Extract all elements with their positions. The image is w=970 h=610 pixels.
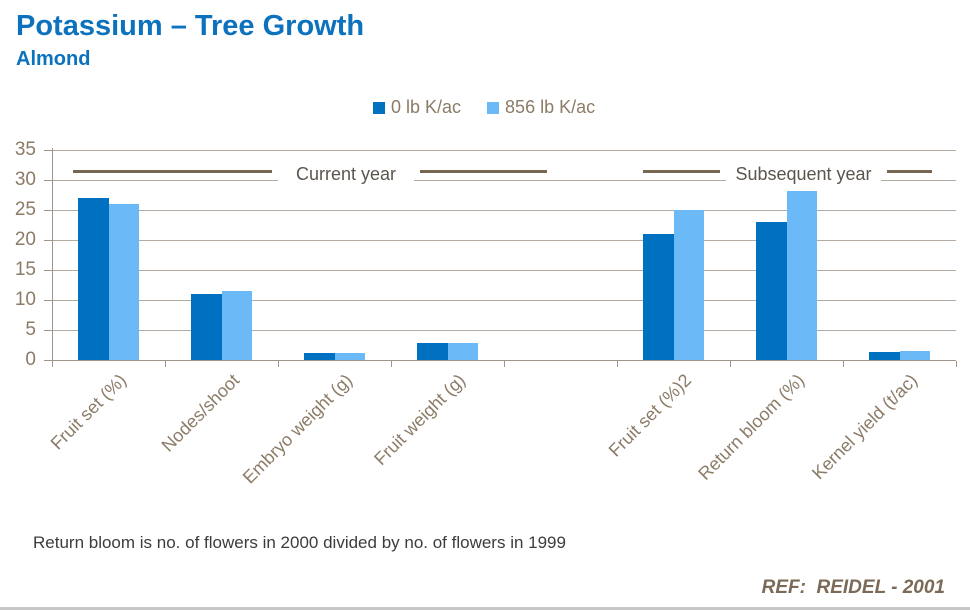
bar-series2 <box>334 353 365 360</box>
x-tick <box>165 361 166 367</box>
bar-series2 <box>108 204 139 360</box>
y-axis-tick-label: 10 <box>14 289 36 310</box>
bar-series1 <box>642 234 674 360</box>
legend-item: 0 lb K/ac <box>373 97 461 118</box>
bar-series2 <box>447 343 478 360</box>
x-tick <box>956 361 957 367</box>
gridline <box>53 330 956 331</box>
bar-series1 <box>190 294 222 360</box>
y-axis-tick-label: 25 <box>14 199 36 220</box>
bar-series2 <box>221 291 252 360</box>
y-axis-tick-label: 15 <box>14 259 36 280</box>
x-tick <box>730 361 731 367</box>
footnote: Return bloom is no. of flowers in 2000 d… <box>33 533 566 552</box>
x-category-label-text: Kernel yield (t/ac) <box>808 370 922 484</box>
x-axis-line <box>52 360 956 361</box>
bar-series1 <box>755 222 787 360</box>
annotation-line-segment <box>73 170 272 173</box>
legend-swatch-icon <box>373 101 385 114</box>
bar-series2 <box>673 210 704 360</box>
y-axis-line <box>52 148 53 361</box>
annotation-label-subsequent-year: Subsequent year <box>726 163 881 185</box>
y-axis-tick-label: 20 <box>14 229 36 250</box>
gridline <box>53 300 956 301</box>
legend-item: 856 lb K/ac <box>487 97 595 118</box>
x-category-label-text: Fruit set (%) <box>47 370 131 454</box>
reference: REF: REIDEL - 2001 <box>761 577 945 598</box>
chart-subtitle: Almond <box>16 48 91 70</box>
y-tick <box>44 210 52 211</box>
annotation-line-segment <box>887 170 932 173</box>
x-category-label-text: Nodes/shoot <box>158 370 244 456</box>
bar-series2 <box>786 190 817 360</box>
x-category-label-text: Fruit weight (g) <box>370 370 470 470</box>
gridline <box>53 270 956 271</box>
bar-series1 <box>303 352 335 360</box>
annotation-label-current-year: Current year <box>278 163 414 185</box>
chart-title: Potassium – Tree Growth <box>16 10 365 42</box>
gridline <box>53 210 956 211</box>
y-axis-tick-label: 0 <box>25 349 36 370</box>
bar-series1 <box>416 343 448 360</box>
y-tick <box>44 240 52 241</box>
legend-label: 856 lb K/ac <box>505 97 596 117</box>
bar-series1 <box>868 352 900 360</box>
gridline <box>53 150 956 151</box>
y-axis-tick-label: 5 <box>25 319 36 340</box>
x-tick <box>391 361 392 367</box>
x-tick <box>617 361 618 367</box>
x-category-label-text: Return bloom (%) <box>694 370 809 484</box>
annotation-line-segment <box>643 170 720 173</box>
bar-series2 <box>899 351 930 360</box>
x-tick <box>504 361 505 367</box>
gridline <box>53 240 956 241</box>
bar-series1 <box>77 198 109 360</box>
x-category-label-text: Fruit set (%)2 <box>605 370 696 461</box>
legend-swatch-icon <box>487 101 500 114</box>
gridline <box>53 180 956 181</box>
legend: 0 lb K/ac 856 lb K/ac <box>373 97 595 118</box>
annotation-line-segment <box>420 170 547 173</box>
x-tick <box>843 361 844 367</box>
legend-label: 0 lb K/ac <box>391 97 462 117</box>
x-category-label-text: Embryo weight (g) <box>239 370 357 488</box>
y-tick <box>44 270 52 271</box>
y-tick <box>44 150 52 151</box>
y-tick <box>44 180 52 181</box>
y-axis-tick-label: 30 <box>14 169 36 190</box>
y-tick <box>44 330 52 331</box>
x-tick <box>52 361 53 367</box>
x-tick <box>278 361 279 367</box>
y-axis-tick-label: 35 <box>14 139 36 160</box>
y-tick <box>44 300 52 301</box>
y-tick <box>44 360 52 361</box>
